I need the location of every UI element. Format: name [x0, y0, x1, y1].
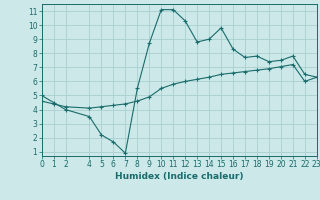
X-axis label: Humidex (Indice chaleur): Humidex (Indice chaleur)	[115, 172, 244, 181]
